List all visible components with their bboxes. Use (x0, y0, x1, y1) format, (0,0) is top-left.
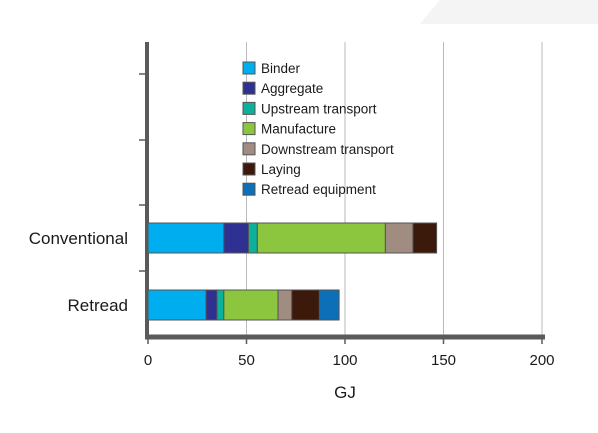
bar-segment-retread-binder (147, 289, 207, 321)
bar-segment-retread-upstream-transport (216, 289, 225, 321)
bar-segment-retread-retread-equipment (318, 289, 340, 321)
x-tick-label-0: 0 (144, 352, 152, 369)
bars (147, 222, 438, 321)
legend-swatch-downstream-transport (242, 142, 256, 156)
category-label-retread: Retread (68, 296, 128, 315)
legend-label-retread-equipment: Retread equipment (261, 182, 376, 197)
bar-segment-conventional-aggregate (223, 222, 249, 254)
legend-swatch-aggregate (242, 81, 256, 95)
legend-label-upstream-transport: Upstream transport (261, 101, 377, 116)
legend-label-manufacture: Manufacture (261, 122, 336, 137)
x-tick-label-200: 200 (529, 352, 554, 369)
legend-label-laying: Laying (261, 162, 301, 177)
bar-segment-conventional-downstream-transport (384, 222, 414, 254)
x-tick-label-100: 100 (332, 352, 357, 369)
x-axis-title: GJ (334, 383, 356, 402)
bar-segment-retread-aggregate (205, 289, 218, 321)
category-label-conventional: Conventional (29, 229, 128, 248)
bar-segment-retread-laying (291, 289, 320, 321)
axis-labels: 0 50 100 150 200 Conventional Retread (29, 229, 555, 369)
legend-label-binder: Binder (261, 61, 301, 76)
bar-segment-conventional-manufacture (256, 222, 386, 254)
legend-label-downstream-transport: Downstream transport (261, 142, 394, 157)
bar-segment-conventional-upstream-transport (247, 222, 258, 254)
bar-segment-retread-manufacture (223, 289, 279, 321)
legend-swatch-laying (242, 162, 256, 176)
x-tick-label-50: 50 (238, 352, 255, 369)
legend-swatch-upstream-transport (242, 101, 256, 115)
legend-swatch-binder (242, 61, 256, 75)
legend: Binder Aggregate Upstream transport Manufac… (242, 61, 394, 197)
legend-swatch-retread-equipment (242, 182, 256, 196)
legend-label-aggregate: Aggregate (261, 81, 323, 96)
x-tick-label-150: 150 (431, 352, 456, 369)
bar-segment-conventional-laying (412, 222, 438, 254)
axes (139, 42, 545, 344)
bar-segment-retread-downstream-transport (277, 289, 293, 321)
bar-segment-conventional-binder (147, 222, 225, 254)
legend-swatch-manufacture (242, 122, 256, 136)
